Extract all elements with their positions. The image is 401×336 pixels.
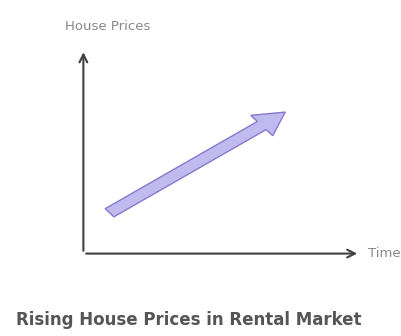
Text: Rising House Prices in Rental Market: Rising House Prices in Rental Market <box>16 311 360 329</box>
FancyArrow shape <box>105 112 285 217</box>
Text: House Prices: House Prices <box>65 20 150 33</box>
Text: Time Period: Time Period <box>367 247 401 260</box>
